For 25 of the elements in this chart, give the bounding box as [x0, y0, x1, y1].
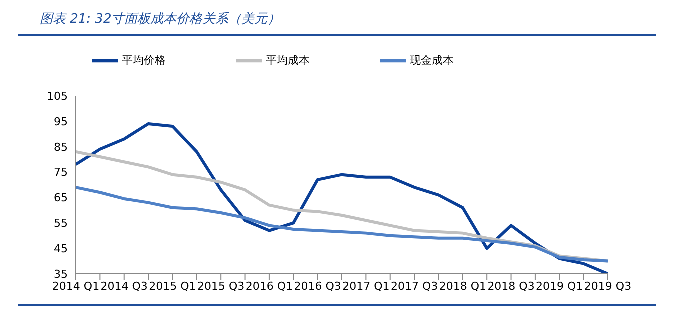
y-tick-label: 75 — [54, 166, 68, 180]
x-tick-label: 2014 Q3 — [100, 280, 148, 293]
x-tick-label: 2018 Q1 — [439, 280, 486, 293]
x-tick-label: 2015 Q3 — [198, 280, 245, 293]
y-tick-label: 95 — [54, 115, 68, 128]
x-tick-label: 2014 Q1 — [52, 280, 100, 293]
line-series — [74, 186, 610, 263]
legend-label: 平均成本 — [266, 54, 310, 68]
y-tick-label: 85 — [54, 140, 68, 154]
x-tick-label: 2016 Q3 — [294, 280, 342, 293]
x-tick-label: 2017 Q1 — [342, 280, 390, 293]
x-tick-label: 2016 Q1 — [246, 280, 294, 293]
x-tick-label: 2018 Q3 — [488, 280, 535, 293]
y-tick-label: 45 — [54, 242, 68, 256]
y-tick-label: 105 — [47, 90, 68, 103]
legend-label: 平均价格 — [122, 54, 166, 68]
legend-label: 现金成本 — [410, 54, 454, 68]
x-tick-label: 2019 Q1 — [536, 280, 584, 293]
x-tick-label: 2015 Q1 — [149, 280, 196, 293]
chart-title: 图表 21: 32寸面板成本价格关系（美元） — [18, 8, 656, 36]
y-tick-label: 65 — [54, 192, 68, 205]
y-tick-label: 55 — [54, 217, 68, 230]
y-tick-label: 35 — [54, 268, 68, 281]
x-tick-label: 2019 Q3 — [584, 280, 632, 293]
x-tick-label: 2017 Q3 — [390, 280, 438, 293]
